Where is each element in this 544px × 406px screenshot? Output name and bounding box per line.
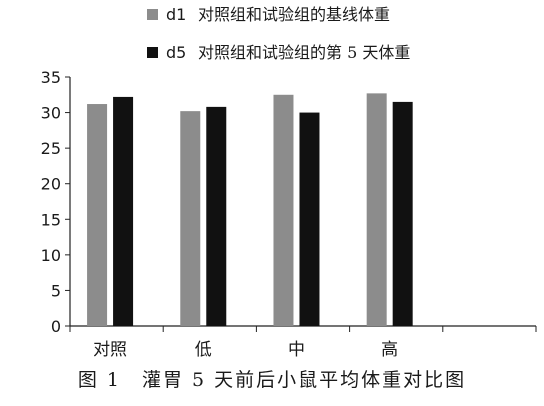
y-tick-label: 5 (51, 281, 61, 300)
bar-d5-低 (206, 106, 227, 326)
x-axis: 对照 低 中 高 (69, 325, 537, 360)
y-tick-label: 35 (41, 68, 61, 87)
bar-d1-中 (273, 94, 294, 327)
legend-series-label: 对照组和试验组的基线体重 (198, 5, 390, 24)
y-tick-label: 0 (51, 317, 61, 336)
y-tick-label: 10 (41, 246, 61, 265)
y-tick-label: 30 (41, 104, 61, 123)
bar-d1-低 (180, 111, 201, 326)
x-tick-label: 高 (381, 340, 398, 360)
y-tick-label: 25 (41, 139, 61, 158)
y-tick-label: 15 (41, 210, 61, 229)
legend-series-name: d1 (166, 5, 186, 24)
y-axis: 0 5 10 15 20 25 30 35 (41, 68, 71, 336)
legend-swatch-d5 (147, 47, 158, 58)
x-tick-label: 低 (195, 340, 212, 360)
legend-swatch-d1 (147, 9, 158, 20)
bars (87, 93, 413, 327)
y-tick-label: 20 (41, 175, 61, 194)
figure-caption: 图 1 灌胃 5 天前后小鼠平均体重对比图 (77, 369, 467, 391)
x-tick-label: 对照 (93, 340, 127, 360)
bar-d5-高 (392, 101, 413, 327)
bar-d5-中 (299, 112, 320, 326)
legend-series-name: d5 (166, 43, 186, 62)
legend-series-label: 对照组和试验组的第 5 天体重 (198, 43, 410, 62)
legend: d1 对照组和试验组的基线体重 d5 对照组和试验组的第 5 天体重 (147, 5, 410, 62)
bar-d1-对照 (87, 104, 108, 326)
bar-d5-对照 (113, 96, 134, 326)
x-tick-label: 中 (288, 340, 305, 360)
bar-d1-高 (366, 93, 387, 326)
